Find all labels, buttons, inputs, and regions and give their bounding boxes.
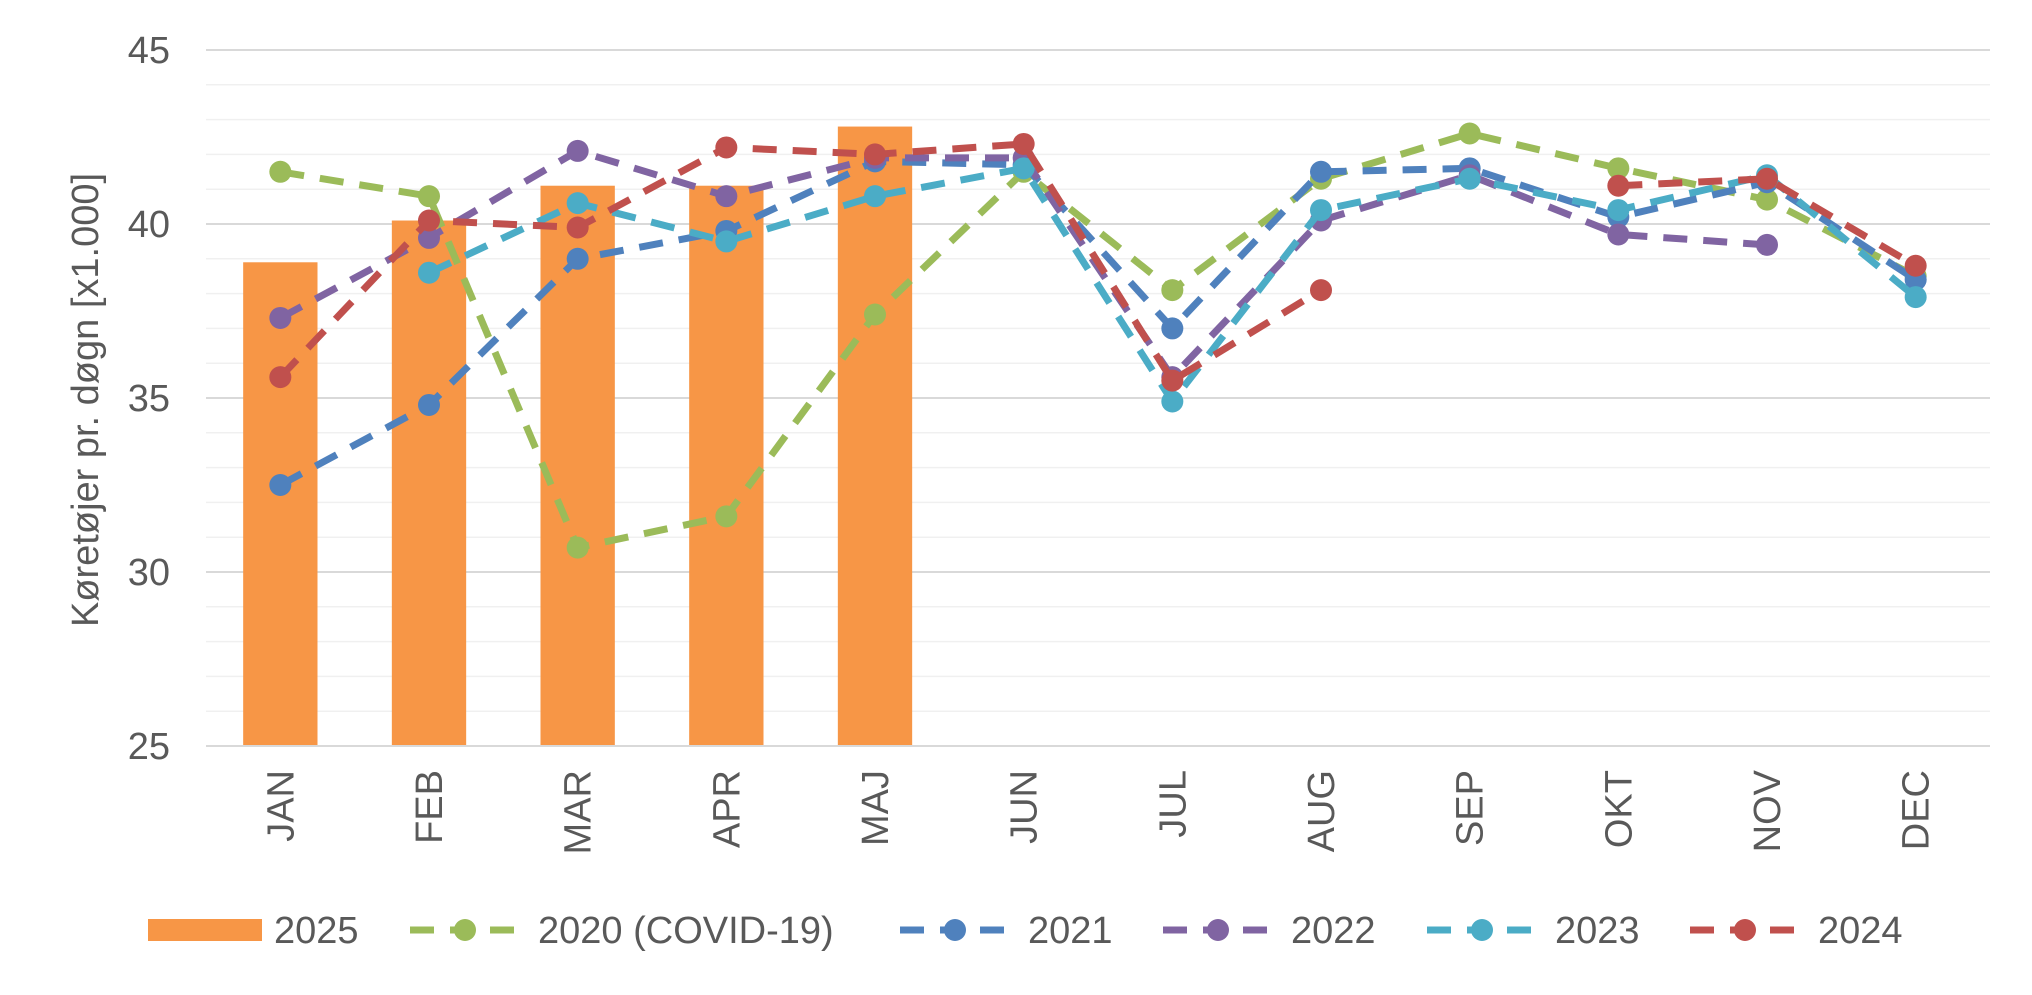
- series-point: [1012, 132, 1035, 155]
- bar-2025-mar: [540, 185, 615, 747]
- series-point: [1012, 157, 1035, 180]
- bar-2025-jan: [243, 262, 318, 746]
- series-line: [279, 130, 1918, 552]
- legend-label: 2025: [274, 910, 359, 952]
- line-series-4: [269, 132, 1927, 392]
- series-point: [269, 474, 292, 496]
- x-tick-label: AUG: [1301, 770, 1343, 852]
- y-tick-label: 30: [128, 552, 170, 594]
- series-point: [1756, 167, 1778, 190]
- series-point: [864, 143, 886, 166]
- series-point: [715, 505, 738, 528]
- legend-label: 2021: [1028, 910, 1113, 952]
- legend-swatch-marker: [1734, 919, 1756, 941]
- series-point: [1904, 254, 1927, 277]
- series-point: [1607, 174, 1630, 197]
- bar-2025-feb: [391, 220, 467, 746]
- series-point: [715, 136, 738, 159]
- legend-label: 2020 (COVID-19): [538, 910, 834, 952]
- series-point: [418, 209, 440, 232]
- x-axis-ticks: JAN FEB MAR APR MAJ JUN JUL AUG SEP OKT NOV DEC: [260, 769, 1937, 854]
- legend-item-4: 2024: [1690, 910, 1903, 952]
- line-series-0: [269, 122, 1927, 559]
- line-series: [269, 122, 1927, 559]
- series-point: [269, 306, 292, 329]
- legend-item-2025: 2025: [148, 910, 359, 952]
- x-tick-label: JUL: [1152, 770, 1194, 838]
- series-point: [1161, 369, 1184, 392]
- line-series-1: [269, 150, 1927, 496]
- legend-swatch-marker: [944, 919, 966, 941]
- series-point: [418, 226, 440, 249]
- series-point: [1607, 157, 1630, 180]
- x-tick-label: OKT: [1598, 770, 1640, 848]
- series-point: [269, 160, 292, 183]
- series-line: [1618, 175, 1918, 269]
- series-point: [1458, 167, 1481, 190]
- series-point: [418, 185, 440, 208]
- series-point: [1756, 233, 1778, 256]
- grid: [206, 49, 1990, 712]
- series-point: [1904, 286, 1927, 309]
- x-tick-label: FEB: [409, 770, 451, 844]
- series-point: [566, 139, 589, 162]
- legend-swatch-marker: [454, 919, 476, 941]
- series-point: [1310, 160, 1332, 183]
- series-point: [864, 185, 886, 208]
- x-tick-label: JAN: [260, 770, 302, 842]
- legend-item-1: 2021: [900, 910, 1113, 952]
- series-point: [1310, 279, 1332, 302]
- legend-item-2: 2022: [1163, 910, 1376, 952]
- series-point: [566, 192, 589, 215]
- y-tick-label: 25: [128, 726, 170, 768]
- legend-swatch-marker: [1207, 919, 1229, 941]
- y-tick-label: 35: [128, 378, 170, 420]
- series-point: [418, 393, 440, 416]
- x-tick-label: MAJ: [855, 770, 897, 846]
- legend: 2025 2020 (COVID-19) 2021 2022 2023 2024: [148, 910, 1903, 952]
- x-tick-label: NOV: [1747, 769, 1789, 852]
- y-axis-ticks: 25 30 35 40 45: [128, 30, 170, 768]
- series-line: [277, 140, 1323, 385]
- y-tick-label: 40: [128, 204, 170, 246]
- series-point: [1607, 199, 1630, 222]
- series-point: [715, 230, 738, 253]
- series-point: [715, 185, 738, 208]
- series-line: [278, 157, 1918, 489]
- series-point: [1756, 188, 1778, 211]
- bar-2025-maj: [837, 126, 913, 746]
- series-point: [1161, 279, 1184, 302]
- y-tick-label: 45: [128, 30, 170, 72]
- series-line: [278, 147, 1768, 381]
- series-point: [269, 366, 292, 389]
- y-axis-label: Køretøjer pr. døgn [x1.000]: [65, 173, 107, 627]
- series-point: [566, 536, 589, 559]
- x-tick-label: MAR: [558, 770, 600, 854]
- legend-label: 2023: [1555, 910, 1640, 952]
- legend-swatch-marker: [1471, 919, 1493, 941]
- series-point: [1607, 223, 1630, 246]
- legend-item-3: 2023: [1427, 910, 1640, 952]
- x-tick-label: DEC: [1896, 770, 1938, 850]
- x-tick-label: APR: [706, 770, 748, 848]
- x-tick-label: SEP: [1450, 770, 1492, 846]
- series-point: [864, 303, 886, 326]
- legend-label: 2024: [1818, 910, 1903, 952]
- legend-label: 2022: [1291, 910, 1376, 952]
- series-point: [1458, 122, 1481, 145]
- series-point: [566, 247, 589, 270]
- legend-item-0: 2020 (COVID-19): [410, 910, 834, 952]
- series-point: [1161, 317, 1184, 340]
- series-point: [1310, 199, 1332, 222]
- legend-swatch: [148, 919, 262, 941]
- bar-2025-apr: [689, 185, 764, 747]
- x-tick-label: JUN: [1004, 770, 1046, 844]
- series-point: [418, 261, 440, 284]
- series-point: [1161, 390, 1184, 413]
- series-point: [566, 216, 589, 239]
- bar-series-2025: [243, 126, 913, 747]
